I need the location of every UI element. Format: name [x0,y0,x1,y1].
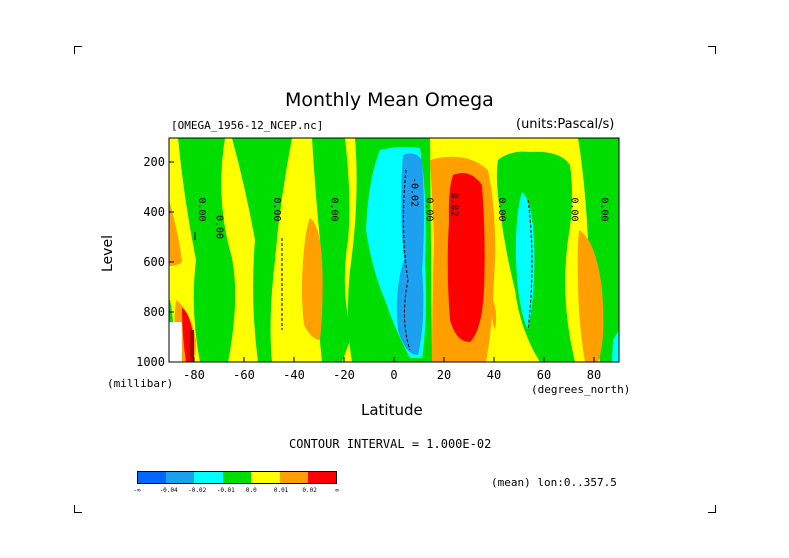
green-region-2 [232,138,292,362]
green-region-1 [178,138,236,362]
contour-label: 0.00 [424,197,435,221]
orange-region-2 [302,218,323,340]
colorbar-swatch [222,471,252,484]
colorbar-label: ∞ [335,487,339,494]
colorbar-label: 0.0 [245,487,257,494]
x-tick-label: 40 [487,368,501,382]
colorbar-swatch [251,471,280,484]
blue-core [396,153,424,355]
crop-mark-top-right [708,46,716,54]
y-tick-label: 800 [143,305,165,319]
contour-label: 0.00 [569,197,580,221]
cyan-region-2 [515,192,535,330]
y-tick-label: 1000 [136,355,165,369]
colorbar-frame [137,471,337,484]
units-label: (units:Pascal/s) [516,117,615,132]
missing-data-patch [169,322,182,362]
dashed-contour-3 [527,199,533,331]
colorbar-swatch [165,471,195,484]
y-tick-label: 600 [143,255,165,269]
orange-region-3 [577,230,604,362]
cyan-region-3 [612,330,619,362]
x-tick-label: -60 [233,368,255,382]
colorbar-label: 0.01 [273,487,289,494]
colorbar-label: 0.02 [302,487,317,494]
green-region-8 [200,312,208,340]
y-axis-ticks: 200 400 600 800 1000 [136,155,174,369]
file-label: [OMEGA_1956-12_NCEP.nc] [171,119,324,132]
y-unit-label: (millibar) [107,377,174,390]
orange-region-6 [491,300,497,330]
contour-label: 0.00 [271,197,282,221]
red-core [447,172,485,342]
green-region-6 [578,138,619,362]
x-tick-label: -40 [283,368,305,382]
x-tick-label: 0 [390,368,397,382]
dashed-contour-2 [402,169,411,351]
x-tick-label: 80 [587,368,601,382]
colorbar-label: -0.01 [216,487,235,494]
filled-contours [169,138,619,362]
colorbar-swatch [279,471,309,484]
x-tick-label: 20 [437,368,451,382]
footer-text: (mean) lon:0..357.5 [491,476,617,489]
y-tick-label: 200 [143,155,165,169]
crop-mark-bottom-right [708,505,716,513]
x-unit-label: (degrees_north) [531,383,631,396]
x-tick-label: -20 [333,368,355,382]
x-axis-title: Latitude [361,401,423,419]
x-tick-label: -80 [183,368,205,382]
y-axis-title: Level [100,235,116,272]
colorbar: -∞ -0.04 -0.02 -0.01 0.0 0.01 0.02 ∞ [133,471,339,494]
green-region-5 [496,151,575,362]
colorbar-swatch [308,471,337,484]
contour-label: 0.02 [449,192,460,216]
crop-mark-top-left [74,46,82,54]
y-tick-label: 400 [143,205,165,219]
colorbar-label: -0.04 [159,487,178,494]
colorbar-label: -∞ [133,487,141,494]
colorbar-swatch [194,471,223,484]
x-axis-ticks: -80 -60 -40 -20 0 20 40 60 80 [183,357,601,382]
colorbar-swatch [137,471,166,484]
x-tick-label: 60 [537,368,551,382]
chart-title: Monthly Mean Omega [285,89,494,111]
crop-mark-bottom-left [74,505,82,513]
contour-label: 0.00 [599,197,610,221]
contour-label: 0.00 [329,197,340,221]
contour-label: -0.02 [409,177,420,207]
contour-label: 0.00 [496,197,507,221]
colorbar-label: -0.02 [188,487,207,494]
red-spot-2 [190,330,194,362]
contour-label: 0.00 [196,197,207,221]
contour-interval-text: CONTOUR INTERVAL = 1.000E-02 [289,437,492,451]
contour-labels: 0.00 0.00 0.00 0.00 -0.02 0.00 0.02 0.00 0.00 0.0… [196,177,610,239]
contour-label: 0.00 [214,215,225,239]
orange-region-4 [169,200,182,266]
